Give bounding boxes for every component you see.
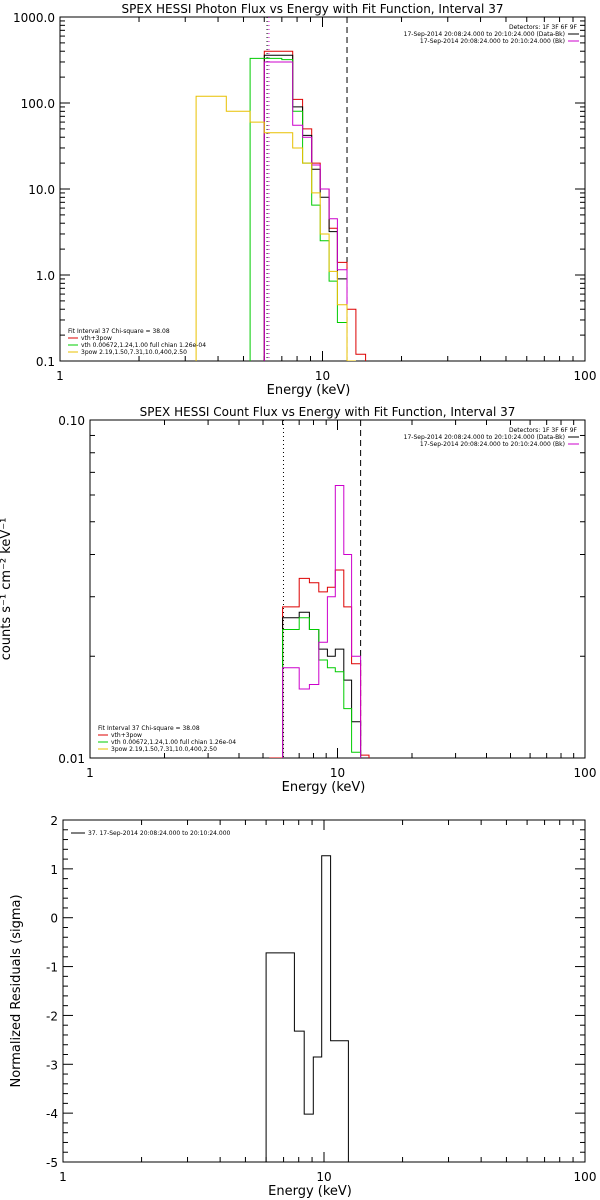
data-layer [265,855,349,1162]
fit-info-line: Fit Interval 37 Chi-square = 38.08 [68,328,170,335]
y-tick-label: -2 [46,1009,58,1023]
y-tick-label: 1.0 [36,269,55,283]
plot-frame [89,419,586,759]
y-tick-label: 0.01 [58,752,85,766]
x-tick-label: 100 [574,766,597,780]
series-step-3 [282,617,362,758]
fit-info-line: vth 0.00672,1.24,1.00 full chian 1.26e-0… [81,342,206,349]
y-axis-label: counts s⁻¹ cm⁻² keV⁻¹ [0,518,14,661]
x-tick-label: 10 [315,369,330,383]
x-axis-label: Energy (keV) [268,1184,352,1199]
y-tick-label: 10.0 [28,183,55,197]
x-tick-label: 100 [574,1170,597,1184]
y-tick-label: -1 [46,961,58,975]
x-tick-label: 100 [574,369,597,383]
y-axis-label: Normalized Residuals (sigma) [9,894,24,1087]
series-step-2 [263,54,348,361]
chart-title: SPEX HESSI Photon Flux vs Energy with Fi… [122,2,504,16]
info-line: 17-Sep-2014 20:08:24.000 to 20:10:24.000… [420,38,565,45]
series-step-1 [265,855,349,1162]
chart-panel-1: SPEX HESSI Photon Flux vs Energy with Fi… [13,2,596,398]
data-layer [269,420,370,758]
series-step-1 [263,50,367,361]
x-tick-label: 10 [330,766,345,780]
series-step-2 [282,611,362,758]
x-tick-label: 1 [86,766,94,780]
x-tick-label: 1 [56,369,64,383]
fit-info-line: vth 0.00672,1.24,1.00 full chian 1.26e-0… [111,739,236,746]
y-tick-label: 0 [50,912,58,926]
y-tick-label: 1 [50,863,58,877]
data-layer [195,17,367,361]
y-tick-label: 100.0 [21,97,55,111]
fit-info-line: vth+3pow [81,335,112,342]
y-tick-label: 2 [50,814,58,828]
info-line: 17-Sep-2014 20:08:24.000 to 20:10:24.000… [420,441,565,448]
chart-title: SPEX HESSI Count Flux vs Energy with Fit… [140,405,516,419]
chart-panel-3: 1 10 100 -5 -4 -3 -2 -1 0 1 2 Energy (keV) Normalize… [9,814,596,1199]
series-step-1 [269,569,370,758]
x-tick-label: 10 [316,1170,331,1184]
chart-panel-2: SPEX HESSI Count Flux vs Energy with Fit… [0,405,596,795]
fit-info-line: 3pow 2.19,1.50,7.31,10.0,400,2.50 [81,349,187,356]
info-line: Detectors: 1F 3F 6F 9F [509,427,578,434]
series-step-4 [282,485,362,758]
fit-info-line: Fit Interval 37 Chi-square = 38.08 [98,725,200,732]
y-tick-label: -3 [46,1058,58,1072]
y-tick-label: -4 [46,1107,58,1121]
x-tick-label: 1 [59,1170,67,1184]
x-axis-label: Energy (keV) [267,383,351,398]
y-tick-label: -5 [46,1156,58,1170]
y-tick-label: 1000.0 [13,11,55,25]
x-axis-label: Energy (keV) [282,780,366,795]
fit-info-line: vth+3pow [111,732,142,739]
series-step-4 [263,61,348,361]
legend-label: 37. 17-Sep-2014 20:08:24.000 to 20:10:24… [88,830,231,837]
series-step-5 [195,95,356,361]
y-tick-label: 0.1 [36,355,55,369]
info-line: 17-Sep-2014 20:08:24.000 to 20:10:24.000… [404,434,565,441]
plot-frame [62,819,586,1163]
fit-info-line: 3pow 2.19,1.50,7.31,10.0,400,2.50 [111,746,217,753]
y-tick-label: 0.10 [58,414,85,428]
info-line: 17-Sep-2014 20:08:24.000 to 20:10:24.000… [404,31,565,38]
info-line: Detectors: 1F 3F 6F 9F [509,24,578,31]
